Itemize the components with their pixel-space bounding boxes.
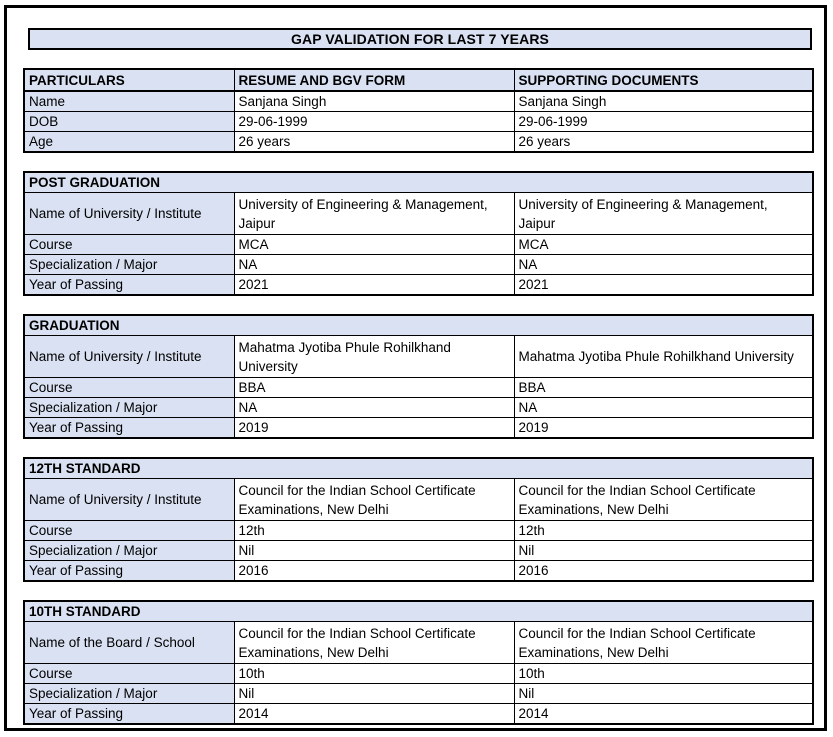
row-label-cell: DOB: [23, 111, 235, 132]
resume-value-cell: 29-06-1999: [233, 111, 515, 132]
supporting-value-cell: 29-06-1999: [513, 111, 814, 132]
table-row-specialization: Specialization / Major Nil Nil: [23, 683, 814, 704]
section-title-row: 12TH STANDARD: [23, 457, 814, 479]
supporting-value-cell: Mahatma Jyotiba Phule Rohilkhand Univers…: [513, 335, 814, 378]
supporting-value-cell: 2021: [513, 274, 814, 296]
row-label-cell: Year of Passing: [23, 703, 235, 725]
resume-value-cell: Council for the Indian School Certificat…: [233, 621, 515, 664]
table-row-board-school: Name of the Board / School Council for t…: [23, 621, 814, 664]
table-row-institute: Name of University / Institute Mahatma J…: [23, 335, 814, 378]
supporting-value-cell: MCA: [513, 234, 814, 255]
table-row-specialization: Specialization / Major NA NA: [23, 397, 814, 418]
supporting-value-cell: Sanjana Singh: [513, 90, 814, 112]
row-label-cell: Specialization / Major: [23, 683, 235, 704]
resume-value-cell: 12th: [233, 520, 515, 541]
supporting-value-cell: University of Engineering & Management, …: [513, 192, 814, 235]
row-label-cell: Name of University / Institute: [23, 478, 235, 521]
row-label-cell: Specialization / Major: [23, 540, 235, 561]
supporting-value-cell: 2019: [513, 417, 814, 439]
supporting-value-cell: 10th: [513, 663, 814, 684]
table-row-course: Course 10th 10th: [23, 663, 814, 684]
row-label-cell: Name of University / Institute: [23, 192, 235, 235]
column-header-supporting-documents: SUPPORTING DOCUMENTS: [513, 68, 814, 92]
supporting-value-cell: BBA: [513, 377, 814, 398]
supporting-value-cell: 2014: [513, 703, 814, 725]
row-label-cell: Name of the Board / School: [23, 621, 235, 664]
resume-value-cell: Nil: [233, 540, 515, 561]
column-header-resume-bgv-form: RESUME AND BGV FORM: [233, 68, 515, 92]
table-row-name: Name Sanjana Singh Sanjana Singh: [23, 90, 814, 112]
table-row-institute: Name of University / Institute Council f…: [23, 478, 814, 521]
section-title: 12TH STANDARD: [23, 457, 814, 479]
resume-value-cell: NA: [233, 397, 515, 418]
row-label-cell: Course: [23, 377, 235, 398]
row-label-cell: Specialization / Major: [23, 254, 235, 275]
section-title: 10TH STANDARD: [23, 600, 814, 622]
resume-value-cell: 2014: [233, 703, 515, 725]
table-row-year-of-passing: Year of Passing 2016 2016: [23, 560, 814, 582]
resume-value-cell: Council for the Indian School Certificat…: [233, 478, 515, 521]
table-header-row: PARTICULARS RESUME AND BGV FORM SUPPORTI…: [23, 68, 814, 92]
supporting-value-cell: 2016: [513, 560, 814, 582]
resume-value-cell: 10th: [233, 663, 515, 684]
supporting-value-cell: NA: [513, 397, 814, 418]
column-header-particulars: PARTICULARS: [23, 68, 235, 92]
particulars-table: PARTICULARS RESUME AND BGV FORM SUPPORTI…: [23, 68, 814, 153]
table-row-dob: DOB 29-06-1999 29-06-1999: [23, 111, 814, 132]
row-label-cell: Year of Passing: [23, 417, 235, 439]
page-content: GAP VALIDATION FOR LAST 7 YEARS PARTICUL…: [7, 8, 824, 725]
table-row-course: Course 12th 12th: [23, 520, 814, 541]
resume-value-cell: Mahatma Jyotiba Phule Rohilkhand Univers…: [233, 335, 515, 378]
table-row-specialization: Specialization / Major NA NA: [23, 254, 814, 275]
resume-value-cell: NA: [233, 254, 515, 275]
resume-value-cell: Nil: [233, 683, 515, 704]
row-label-cell: Course: [23, 520, 235, 541]
row-label-cell: Name of University / Institute: [23, 335, 235, 378]
section-title: GRADUATION: [23, 314, 814, 336]
supporting-value-cell: Council for the Indian School Certificat…: [513, 478, 814, 521]
table-row-year-of-passing: Year of Passing 2019 2019: [23, 417, 814, 439]
resume-value-cell: 2016: [233, 560, 515, 582]
table-row-course: Course BBA BBA: [23, 377, 814, 398]
table-row-age: Age 26 years 26 years: [23, 131, 814, 153]
row-label-cell: Age: [23, 131, 235, 153]
row-label-cell: Course: [23, 663, 235, 684]
section-title: POST GRADUATION: [23, 171, 814, 193]
resume-value-cell: University of Engineering & Management, …: [233, 192, 515, 235]
supporting-value-cell: NA: [513, 254, 814, 275]
resume-value-cell: MCA: [233, 234, 515, 255]
table-row-institute: Name of University / Institute Universit…: [23, 192, 814, 235]
section-table-post-graduation: POST GRADUATION Name of University / Ins…: [23, 171, 814, 296]
resume-value-cell: 2019: [233, 417, 515, 439]
table-row-year-of-passing: Year of Passing 2014 2014: [23, 703, 814, 725]
supporting-value-cell: Nil: [513, 683, 814, 704]
supporting-value-cell: 26 years: [513, 131, 814, 153]
section-title-row: POST GRADUATION: [23, 171, 814, 193]
row-label-cell: Course: [23, 234, 235, 255]
resume-value-cell: Sanjana Singh: [233, 90, 515, 112]
table-row-specialization: Specialization / Major Nil Nil: [23, 540, 814, 561]
section-title-row: 10TH STANDARD: [23, 600, 814, 622]
table-row-course: Course MCA MCA: [23, 234, 814, 255]
resume-value-cell: 26 years: [233, 131, 515, 153]
section-table-10th-standard: 10TH STANDARD Name of the Board / School…: [23, 600, 815, 725]
table-row-year-of-passing: Year of Passing 2021 2021: [23, 274, 814, 296]
row-label-cell: Year of Passing: [23, 560, 235, 582]
row-label-cell: Year of Passing: [23, 274, 235, 296]
row-label-cell: Specialization / Major: [23, 397, 235, 418]
resume-value-cell: BBA: [233, 377, 515, 398]
supporting-value-cell: Council for the Indian School Certificat…: [513, 621, 814, 664]
row-label-cell: Name: [23, 90, 235, 112]
section-table-12th-standard: 12TH STANDARD Name of University / Insti…: [23, 457, 815, 582]
section-table-graduation: GRADUATION Name of University / Institut…: [23, 314, 814, 439]
resume-value-cell: 2021: [233, 274, 515, 296]
page-title: GAP VALIDATION FOR LAST 7 YEARS: [28, 28, 812, 50]
section-title-row: GRADUATION: [23, 314, 814, 336]
supporting-value-cell: 12th: [513, 520, 814, 541]
page-border-frame: GAP VALIDATION FOR LAST 7 YEARS PARTICUL…: [4, 5, 827, 731]
supporting-value-cell: Nil: [513, 540, 814, 561]
